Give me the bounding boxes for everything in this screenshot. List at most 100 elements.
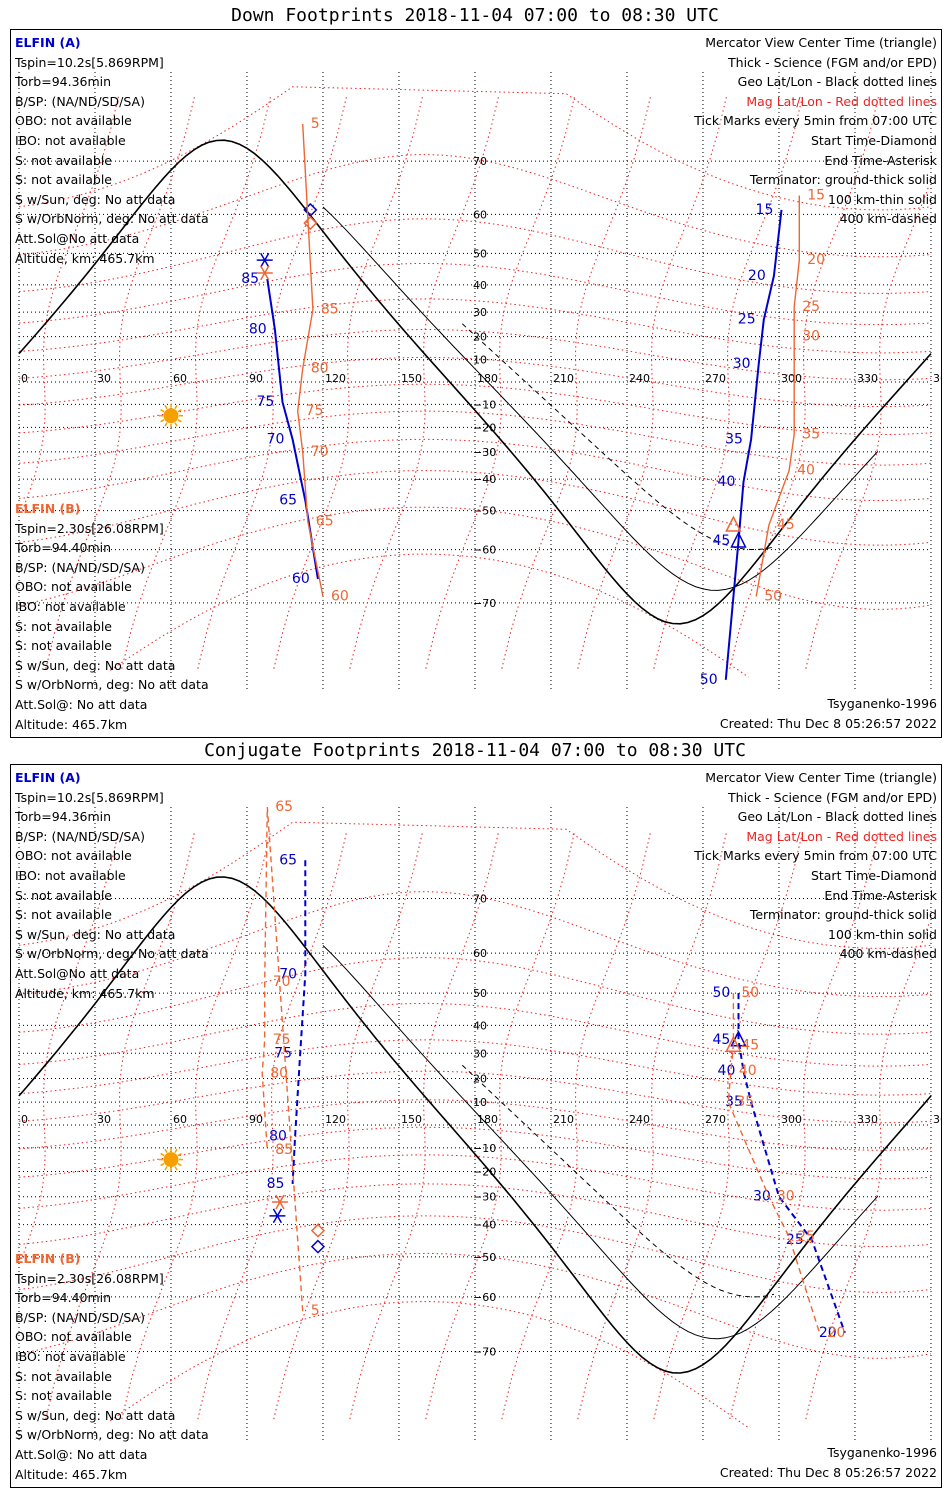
panel1-left-info-a: ELFIN (A) Tspin=10.2s[5.869RPM] Torb=94.…	[15, 33, 209, 268]
sat-b-name: ELFIN (B)	[15, 501, 81, 516]
info-line: S w/Sun, deg: No att data	[15, 191, 176, 207]
tick-mark-label: 50	[741, 985, 759, 1001]
info-line: Tspin=10.2s[5.869RPM]	[15, 789, 164, 805]
mag-parallel	[18, 1215, 932, 1293]
sun-ray	[174, 404, 178, 410]
info-line: Att.Sol@: No att data	[15, 1446, 148, 1462]
legend-line: Mercator View Center Time (triangle)	[705, 35, 937, 50]
lat-tick-label: 60	[473, 947, 487, 960]
mag-parallel	[18, 891, 932, 998]
lon-tick-label: 180	[477, 1113, 498, 1126]
tick-mark-label: 70	[311, 444, 329, 460]
tick-mark-label: 25	[802, 299, 820, 315]
center-triangle	[730, 531, 747, 548]
lat-tick-label: 10	[473, 354, 487, 367]
tick-mark-label: 85	[275, 1142, 293, 1158]
end-asterisk	[260, 252, 270, 268]
created-label: Created: Thu Dec 8 05:26:57 2022	[719, 716, 937, 731]
start-diamond	[303, 202, 318, 217]
tick-mark-label: 50	[764, 588, 782, 604]
lon-tick-label: 210	[553, 1113, 574, 1126]
tick-mark-label: 85	[267, 1176, 285, 1192]
sun-ray	[177, 1162, 182, 1167]
sun-ray	[174, 1148, 178, 1154]
sun-marker	[163, 408, 179, 424]
terminator-100km	[322, 945, 879, 1340]
sun-ray	[164, 422, 168, 427]
sun-ray	[174, 1166, 178, 1171]
lon-tick-label: 180	[477, 372, 498, 385]
info-line: S: not available	[15, 1368, 112, 1384]
mag-parallel	[18, 470, 932, 546]
sun-ray	[174, 422, 178, 427]
tick-mark-label: 35	[736, 1094, 754, 1110]
terminator-ground	[18, 876, 932, 1374]
lon-tick-label: 150	[401, 372, 422, 385]
conjugate-footprints-map: 0 30 60 90 120 150 180 210 240 270 300 330 360 70 60 50…	[18, 799, 941, 1443]
sun-ray	[160, 1152, 165, 1157]
legend-line: Geo Lat/Lon - Black dotted lines	[737, 74, 937, 90]
tick-mark-label: 20	[819, 1325, 837, 1341]
mag-parallel	[18, 957, 932, 1035]
sun-ray	[177, 1152, 182, 1157]
mag-meridian	[501, 830, 652, 1420]
legend-line: 100 km-thin solid	[828, 926, 937, 942]
tick-mark-label: 15	[756, 202, 774, 218]
tick-mark-label: 40	[797, 463, 815, 479]
terminator-100km	[322, 206, 879, 591]
end-asterisk	[260, 265, 270, 281]
footprint-track	[755, 195, 800, 597]
sun-ray	[164, 1148, 168, 1154]
lat-tick-label: −50	[473, 505, 496, 518]
legend-line: Mag Lat/Lon - Red dotted lines	[746, 93, 937, 109]
tick-mark-label: 65	[279, 493, 297, 509]
tick-mark-label: 25	[786, 1232, 804, 1248]
info-line: S w/Sun, deg: No att data	[15, 657, 176, 673]
lon-tick-label: 270	[705, 372, 726, 385]
tick-mark-label: 45	[712, 1032, 730, 1048]
tick-mark-label: 60	[292, 571, 310, 587]
info-line: S w/OrbNorm, deg: No att data	[15, 946, 209, 962]
lat-tick-label: 50	[473, 247, 487, 260]
legend-line: Thick - Science (FGM and/or EPD)	[728, 54, 937, 70]
lon-tick-label: 30	[97, 372, 111, 385]
terminator-ground	[18, 139, 932, 625]
info-line: S: not available	[15, 618, 112, 634]
legend-line: Terminator: ground-thick solid	[749, 172, 937, 188]
sat-a-name: ELFIN (A)	[15, 35, 81, 50]
panel2-left-info-b: ELFIN (B) Tspin=2.30s[26.08RPM] Torb=94.…	[15, 1249, 209, 1484]
tick-mark-label: 40	[739, 1063, 757, 1079]
tick-mark-label: 30	[753, 1189, 771, 1205]
info-line: S w/OrbNorm, deg: No att data	[15, 211, 209, 227]
info-line: S w/OrbNorm, deg: No att data	[15, 677, 209, 693]
panel1-legend: Mercator View Center Time (triangle) Thi…	[694, 33, 937, 229]
lon-tick-label: 300	[781, 1113, 802, 1126]
lat-tick-label: −40	[473, 473, 496, 486]
tick-mark-label: 35	[725, 431, 743, 447]
down-footprints-map: 0 30 60 90 120 150 180 210 240 270 300 330 360 70 60 50…	[18, 72, 941, 692]
tick-mark-label: 70	[267, 431, 285, 447]
tick-mark-label: 50	[712, 985, 730, 1001]
info-line: IBO: not available	[15, 867, 126, 883]
legend-line: Mag Lat/Lon - Red dotted lines	[746, 828, 937, 844]
info-line: Torb=94.40min	[15, 540, 112, 556]
info-line: Altitude: 465.7km	[15, 716, 128, 732]
footprint-track	[727, 993, 821, 1334]
legend-line: Tick Marks every 5min from 07:00 UTC	[694, 848, 937, 864]
info-line: Altitude: 465.7km	[15, 1466, 128, 1482]
mag-parallel	[18, 218, 932, 294]
sun-ray	[177, 419, 182, 423]
mag-parallel	[18, 1099, 932, 1151]
mag-parallel	[18, 1154, 932, 1211]
info-line: Altitude, km: 465.7km	[15, 985, 155, 1001]
lon-tick-label: 240	[629, 372, 650, 385]
tick-mark-label: 20	[828, 1325, 846, 1341]
info-line: S: not available	[15, 638, 112, 654]
tick-mark-label: 40	[718, 1063, 736, 1079]
tick-mark-label: 70	[273, 974, 291, 990]
mag-parallel	[18, 263, 932, 326]
lon-tick-label: 60	[173, 372, 187, 385]
sun-ray	[177, 409, 182, 413]
footprint-track	[296, 123, 324, 597]
tick-mark-label: 45	[741, 1037, 759, 1053]
